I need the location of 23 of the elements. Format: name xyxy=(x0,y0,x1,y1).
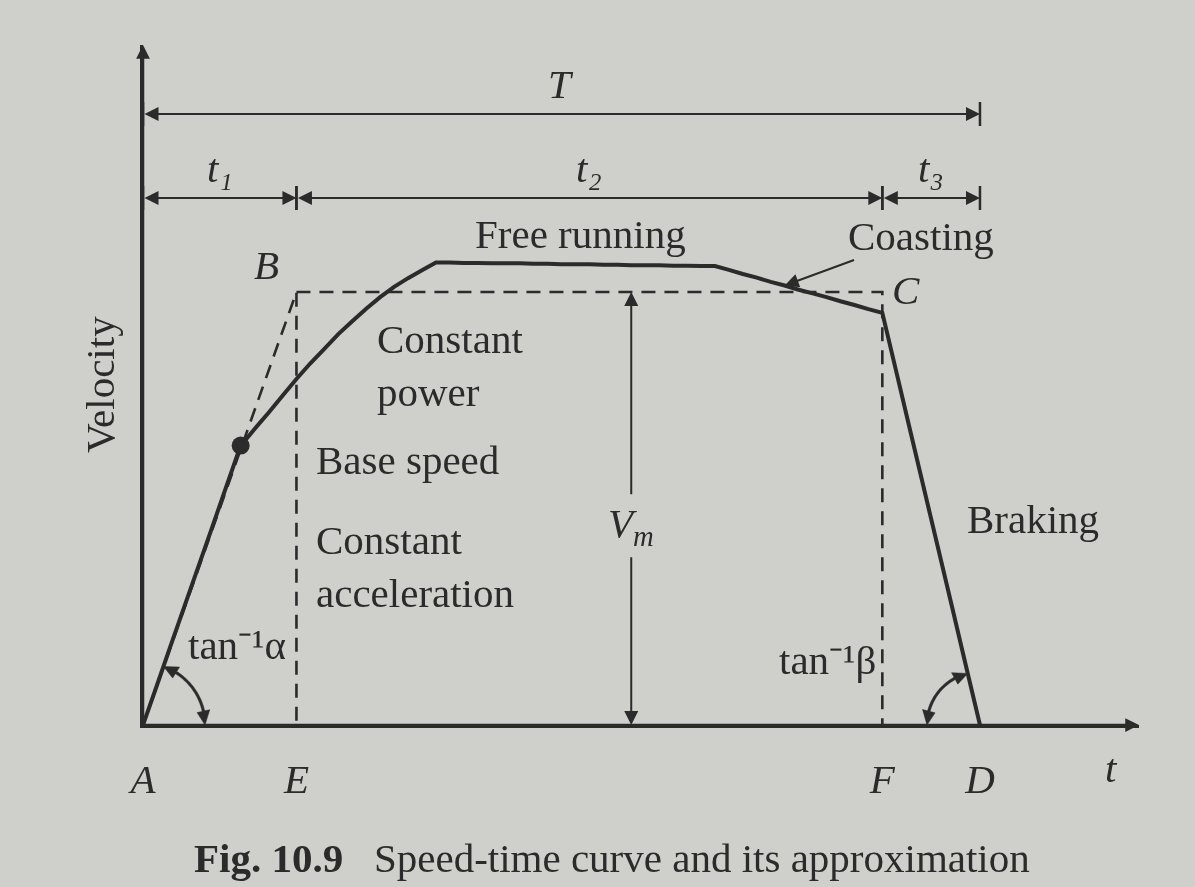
text: t₁ xyxy=(207,145,233,191)
annotation: V$_{m}$ xyxy=(608,500,654,552)
text: Fig. 10.9 xyxy=(194,835,344,881)
x-tick-label: F xyxy=(868,755,896,802)
annotation: Braking xyxy=(967,496,1100,542)
annotation: tan⁻¹β xyxy=(779,637,877,683)
text: Speed-time curve and its approximation xyxy=(373,835,1030,881)
text: t₃ xyxy=(918,145,944,191)
annotation: tan⁻¹α xyxy=(188,622,286,668)
x-tick-label: D xyxy=(964,755,995,802)
x-axis-title: t xyxy=(1105,745,1118,791)
text: t₂ xyxy=(576,145,602,191)
x-tick-label: E xyxy=(282,755,309,802)
annotation: Constant acceleration xyxy=(316,517,515,617)
text: T xyxy=(548,61,574,107)
annotation: Constant power xyxy=(377,316,524,416)
annotation: C xyxy=(892,267,920,313)
text: Free running xyxy=(475,211,686,257)
annotation: B xyxy=(254,242,280,288)
y-axis-title: Velocity xyxy=(77,315,123,453)
x-tick-label: A xyxy=(127,755,157,802)
annotation: Base speed xyxy=(316,437,500,483)
text: Coasting xyxy=(848,213,994,259)
